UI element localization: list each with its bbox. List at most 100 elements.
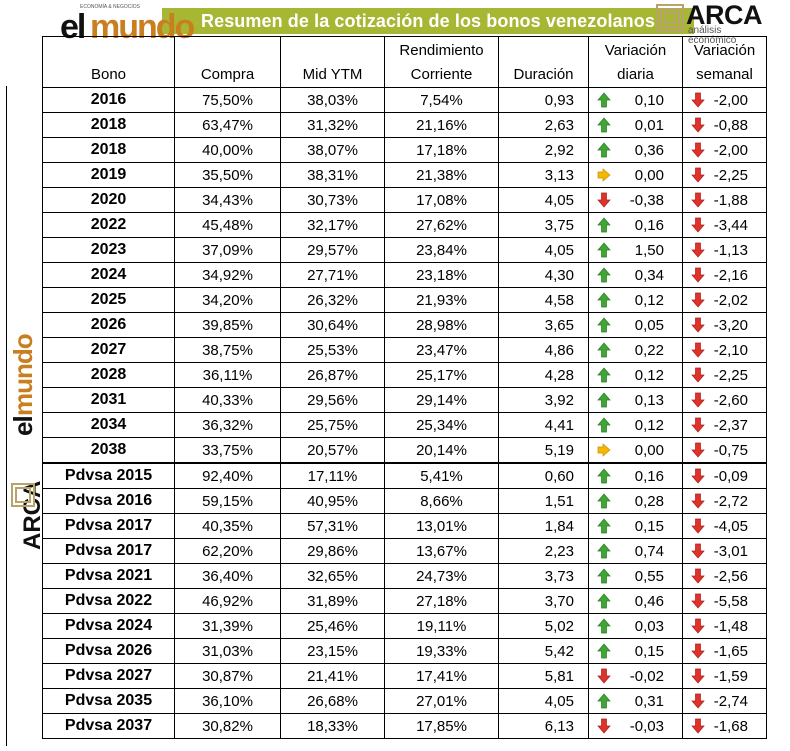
variacion-diaria-cell-value: 0,01 [634, 116, 664, 134]
compra-cell: 45,48% [174, 212, 281, 238]
header-compra-label: Compra [200, 66, 255, 83]
arrow-down-icon [691, 593, 705, 609]
variacion-semanal-cell: -2,16 [682, 262, 767, 288]
table-row: 2019 35,50% 38,31% 21,38% 3,13 0,00 -2,25 [42, 162, 767, 188]
variacion-diaria-cell-value: 0,16 [634, 216, 664, 234]
header-rendimiento-line1: Rendimiento [399, 42, 484, 59]
duracion-cell: 1,84 [498, 513, 589, 539]
variacion-diaria-cell: 0,16 [588, 212, 683, 238]
rendimiento-cell: 5,41% [384, 462, 499, 489]
compra-cell: 46,92% [174, 588, 281, 614]
table-row: Pdvsa 2035 36,10% 26,68% 27,01% 4,05 0,31 -2,7… [42, 688, 767, 714]
table-row: 2023 37,09% 29,57% 23,84% 4,05 1,50 -1,13 [42, 237, 767, 263]
table-row: 2025 34,20% 26,32% 21,93% 4,58 0,12 -2,02 [42, 287, 767, 313]
variacion-diaria-cell-value: 0,15 [634, 642, 664, 660]
mid-ytm-cell: 26,68% [280, 688, 385, 714]
compra-cell: 36,10% [174, 688, 281, 714]
duracion-cell: 4,05 [498, 187, 589, 213]
compra-cell: 34,20% [174, 287, 281, 313]
rendimiento-cell: 25,34% [384, 412, 499, 438]
variacion-diaria-cell: 0,03 [588, 613, 683, 639]
variacion-semanal-cell-value: -2,60 [713, 391, 748, 409]
arrow-down-icon [691, 417, 705, 433]
side-elmundo-mundo: mundo [8, 334, 38, 416]
variacion-semanal-cell: -1,65 [682, 638, 767, 664]
variacion-semanal-cell: -3,44 [682, 212, 767, 238]
duracion-cell: 3,65 [498, 312, 589, 338]
compra-cell: 33,75% [174, 437, 281, 464]
arrow-down-icon [691, 643, 705, 659]
mid-ytm-cell: 29,86% [280, 538, 385, 564]
header-rendimiento-line2: Corriente [410, 66, 473, 83]
arrow-down-icon [597, 718, 611, 734]
arrow-up-icon [597, 392, 611, 408]
side-logos-art: el mundo ARCA análisis económico [8, 334, 51, 550]
compra-cell: 63,47% [174, 112, 281, 138]
arrow-down-icon [691, 92, 705, 108]
arrow-down-icon [597, 192, 611, 208]
rendimiento-cell: 29,14% [384, 387, 499, 413]
rendimiento-cell: 27,01% [384, 688, 499, 714]
arrow-down-icon [691, 142, 705, 158]
variacion-diaria-cell-value: 0,12 [634, 291, 664, 309]
arrow-up-icon [597, 543, 611, 559]
compra-cell: 31,39% [174, 613, 281, 639]
table-row: Pdvsa 2017 62,20% 29,86% 13,67% 2,23 0,74 -3,0… [42, 538, 767, 564]
variacion-semanal-cell-value: -1,88 [713, 191, 748, 209]
arrow-up-icon [597, 92, 611, 108]
variacion-semanal-cell-value: -4,05 [713, 517, 748, 535]
variacion-semanal-cell-value: -0,88 [713, 116, 748, 134]
variacion-diaria-cell: 0,12 [588, 287, 683, 313]
variacion-semanal-cell: -2,25 [682, 162, 767, 188]
table-header-row: Bono Compra Mid YTM Rendimiento Corrient… [42, 36, 767, 88]
header-vs-line1: Variación [693, 42, 756, 59]
compra-cell: 62,20% [174, 538, 281, 564]
compra-cell: 37,09% [174, 237, 281, 263]
arrow-up-icon [597, 242, 611, 258]
variacion-diaria-cell-value: 0,34 [634, 266, 664, 284]
variacion-semanal-cell-value: -0,09 [713, 467, 748, 485]
arrow-down-icon [597, 668, 611, 684]
mid-ytm-cell: 26,87% [280, 362, 385, 388]
variacion-diaria-cell: -0,38 [588, 187, 683, 213]
variacion-semanal-cell-value: -3,44 [713, 216, 748, 234]
variacion-diaria-cell: 0,22 [588, 337, 683, 363]
compra-cell: 40,35% [174, 513, 281, 539]
elmundo-logo-tagline: ECONOMÍA & NEGOCIOS [80, 4, 141, 10]
mid-ytm-cell: 31,32% [280, 112, 385, 138]
mid-ytm-cell: 30,73% [280, 187, 385, 213]
arrow-down-icon [691, 518, 705, 534]
rendimiento-cell: 21,93% [384, 287, 499, 313]
variacion-semanal-cell: -1,48 [682, 613, 767, 639]
variacion-semanal-cell-value: -2,00 [713, 91, 748, 109]
variacion-diaria-cell: -0,02 [588, 663, 683, 689]
mid-ytm-cell: 20,57% [280, 437, 385, 464]
compra-cell: 36,32% [174, 412, 281, 438]
arrow-down-icon [691, 117, 705, 133]
table-row: 2034 36,32% 25,75% 25,34% 4,41 0,12 -2,37 [42, 412, 767, 438]
arrow-up-icon [597, 142, 611, 158]
title-banner-background [162, 8, 694, 34]
variacion-semanal-cell: -3,20 [682, 312, 767, 338]
variacion-semanal-cell: -1,59 [682, 663, 767, 689]
compra-cell: 38,75% [174, 337, 281, 363]
table-row: Pdvsa 2037 30,82% 18,33% 17,85% 6,13 -0,03 -1,… [42, 713, 767, 739]
header-vs-line2: semanal [696, 66, 753, 83]
page-title: Resumen de la cotización de los bonos ve… [200, 11, 655, 31]
table-row: Pdvsa 2017 40,35% 57,31% 13,01% 1,84 0,15 -4,0… [42, 513, 767, 539]
duracion-cell: 0,60 [498, 462, 589, 489]
arrow-up-icon [597, 342, 611, 358]
arrow-down-icon [691, 217, 705, 233]
header-duracion-label: Duración [513, 66, 574, 83]
arrow-down-icon [691, 493, 705, 509]
variacion-diaria-cell-value: 0,10 [634, 91, 664, 109]
table-row: 2022 45,48% 32,17% 27,62% 3,75 0,16 -3,44 [42, 212, 767, 238]
variacion-semanal-cell-value: -0,75 [713, 441, 748, 459]
side-elmundo-el: el [8, 416, 38, 436]
variacion-diaria-cell-value: 0,36 [634, 141, 664, 159]
variacion-diaria-cell: 1,50 [588, 237, 683, 263]
variacion-diaria-cell-value: 1,50 [634, 241, 664, 259]
bono-cell: Pdvsa 2021 [42, 563, 175, 589]
rendimiento-cell: 21,38% [384, 162, 499, 188]
